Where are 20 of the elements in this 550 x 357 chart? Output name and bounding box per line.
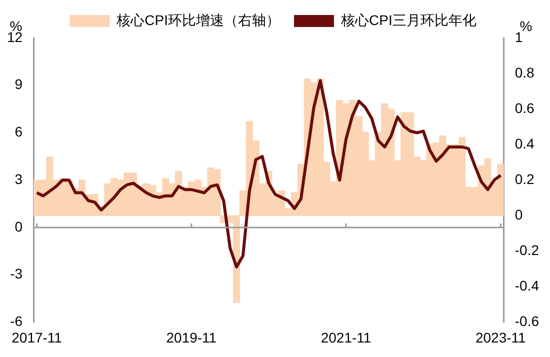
x-tick-label: 2017-11 — [12, 329, 62, 346]
x-tick-label: 2023-11 — [475, 329, 526, 346]
legend-label: 核心CPI环比增速（右轴） — [116, 12, 280, 28]
y2-tick-label: -0.2 — [514, 242, 540, 258]
y2-tick-label: 0 — [514, 206, 523, 222]
y-tick-label: 0 — [14, 218, 23, 234]
y2-tick-label: 0.2 — [514, 170, 535, 187]
x-tick-label: 2021-11 — [320, 329, 372, 346]
y-tick-label: 3 — [14, 170, 23, 187]
legend-label: 核心CPI三月环比年化 — [340, 12, 476, 28]
y2-tick-label: -0.4 — [514, 278, 540, 294]
y2-tick-label: -0.6 — [514, 313, 540, 330]
x-tick-label: 2019-11 — [166, 329, 217, 346]
y2-tick-label: 0.8 — [514, 64, 535, 80]
y-tick-label: 9 — [14, 76, 23, 92]
y2-tick-label: 0.6 — [514, 100, 535, 116]
y-tick-label: -6 — [10, 313, 23, 330]
y-tick-label: 6 — [14, 124, 23, 140]
y2-tick-label: 0.4 — [514, 135, 535, 152]
y-tick-label: -3 — [10, 266, 23, 282]
